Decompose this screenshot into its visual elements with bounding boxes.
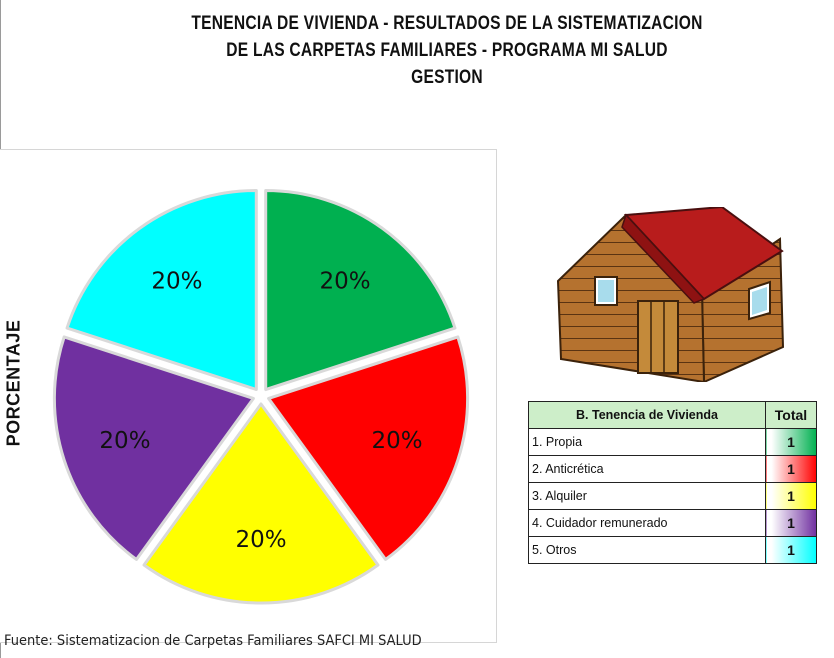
table-cell-label: 1. Propia (528, 428, 766, 456)
table-cell-label: 4. Cuidador remunerado (528, 509, 766, 537)
table-cell-label: 5. Otros (528, 536, 766, 564)
chart-title-line-3: GESTION (411, 67, 483, 88)
pie-slice-label-2: 20% (371, 428, 422, 454)
chart-title: TENENCIA DE VIVIENDA - RESULTADOS DE LA … (162, 10, 731, 91)
table-cell-total: 1 (765, 536, 817, 564)
table-row: 1. Propia 1 (528, 428, 817, 456)
pie-slice-5 (65, 189, 258, 392)
table-cell-total: 1 (765, 428, 817, 456)
table-cell-total: 1 (765, 509, 817, 537)
pie-slice-label-3: 20% (235, 527, 286, 553)
table-header-category: B. Tenencia de Vivienda (528, 401, 766, 429)
table-cell-total: 1 (765, 482, 817, 510)
pie-slice-label-4: 20% (99, 428, 150, 454)
table-row: 2. Anticrética 1 (528, 455, 817, 483)
pie-slice-1 (264, 189, 457, 392)
chart-title-line-1: TENENCIA DE VIVIENDA - RESULTADOS DE LA … (191, 13, 703, 34)
table-cell-label: 3. Alquiler (528, 482, 766, 510)
table-row: 4. Cuidador remunerado 1 (528, 509, 817, 537)
chart-title-line-2: DE LAS CARPETAS FAMILIARES - PROGRAMA MI… (226, 40, 668, 61)
table-row: 3. Alquiler 1 (528, 482, 817, 510)
house-icon (556, 207, 784, 382)
tenencia-table: B. Tenencia de Vivienda Total 1. Propia … (528, 401, 817, 564)
pie-slice-label-1: 20% (319, 268, 370, 294)
source-note: Fuente: Sistematizacion de Carpetas Fami… (4, 633, 422, 649)
table-header-total: Total (765, 401, 817, 429)
pie-slice-3 (142, 402, 380, 605)
table-cell-total: 1 (765, 455, 817, 483)
pie-slice-4 (52, 335, 255, 561)
table-cell-label: 2. Anticrética (528, 455, 766, 483)
table-header-row: B. Tenencia de Vivienda Total (528, 401, 817, 429)
table-row: 5. Otros 1 (528, 536, 817, 564)
pie-slice-2 (267, 335, 470, 561)
pie-chart: 20% 20% 20% 20% 20% (52, 189, 470, 605)
pie-slice-label-5: 20% (151, 268, 202, 294)
